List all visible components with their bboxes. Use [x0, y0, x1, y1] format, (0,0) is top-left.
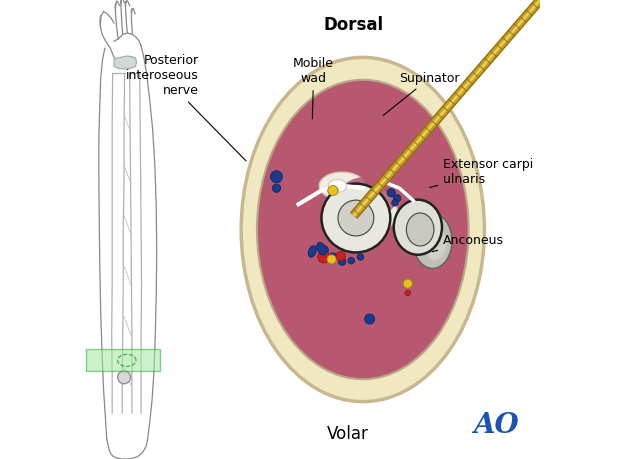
Ellipse shape — [423, 227, 446, 260]
Circle shape — [318, 251, 330, 263]
Ellipse shape — [260, 84, 461, 370]
Circle shape — [328, 185, 338, 196]
Text: Anconeus: Anconeus — [432, 235, 504, 252]
Circle shape — [338, 200, 374, 236]
Circle shape — [336, 252, 345, 261]
Text: Supinator: Supinator — [383, 72, 460, 115]
Text: AO: AO — [473, 413, 519, 439]
Ellipse shape — [241, 57, 484, 402]
Ellipse shape — [308, 246, 316, 257]
Ellipse shape — [257, 80, 469, 379]
Ellipse shape — [337, 177, 397, 218]
Circle shape — [405, 290, 410, 296]
Text: Volar: Volar — [327, 425, 368, 443]
Circle shape — [329, 253, 337, 261]
Ellipse shape — [319, 172, 365, 200]
Polygon shape — [86, 349, 161, 371]
Circle shape — [394, 195, 401, 202]
Circle shape — [403, 279, 412, 288]
Ellipse shape — [406, 213, 434, 246]
Polygon shape — [114, 56, 136, 69]
Text: Posterior
interoseous
nerve: Posterior interoseous nerve — [126, 54, 246, 161]
Ellipse shape — [347, 189, 397, 233]
Ellipse shape — [329, 179, 347, 192]
Text: Mobile
wad: Mobile wad — [293, 57, 334, 119]
Text: Extensor carpi
ulnaris: Extensor carpi ulnaris — [430, 158, 533, 187]
Ellipse shape — [394, 200, 442, 255]
Circle shape — [348, 257, 355, 264]
Circle shape — [357, 254, 364, 260]
Ellipse shape — [317, 242, 326, 255]
Circle shape — [327, 255, 336, 264]
Ellipse shape — [413, 213, 452, 269]
Circle shape — [272, 184, 281, 192]
Circle shape — [322, 184, 391, 252]
Circle shape — [387, 189, 396, 197]
Circle shape — [118, 371, 131, 384]
Circle shape — [392, 200, 398, 206]
Circle shape — [365, 314, 374, 324]
Circle shape — [319, 246, 329, 255]
Text: Dorsal: Dorsal — [324, 16, 384, 34]
Circle shape — [339, 258, 346, 265]
Circle shape — [270, 171, 283, 183]
Ellipse shape — [328, 187, 338, 194]
